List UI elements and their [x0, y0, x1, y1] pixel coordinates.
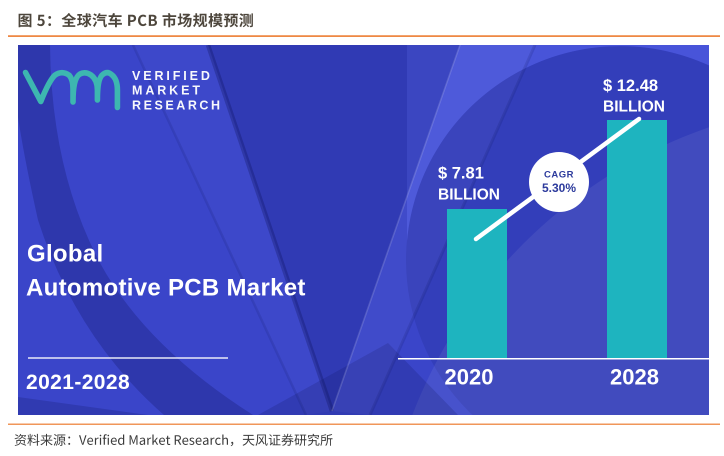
svg-text:VERIFIED: VERIFIED: [132, 69, 213, 83]
svg-text:$ 7.81: $ 7.81: [438, 165, 484, 183]
svg-text:Global: Global: [27, 241, 103, 268]
svg-text:CAGR: CAGR: [544, 170, 574, 181]
svg-text:BILLION: BILLION: [603, 99, 665, 116]
svg-text:BILLION: BILLION: [438, 187, 500, 204]
svg-text:2028: 2028: [610, 365, 659, 390]
svg-text:Automotive PCB Market: Automotive PCB Market: [26, 275, 306, 302]
svg-text:2020: 2020: [445, 364, 494, 389]
svg-text:MARKET: MARKET: [132, 84, 203, 98]
svg-text:RESEARCH: RESEARCH: [132, 98, 223, 112]
svg-text:$ 12.48: $ 12.48: [603, 77, 658, 95]
svg-text:5.30%: 5.30%: [542, 181, 576, 195]
svg-text:2021-2028: 2021-2028: [26, 371, 130, 394]
